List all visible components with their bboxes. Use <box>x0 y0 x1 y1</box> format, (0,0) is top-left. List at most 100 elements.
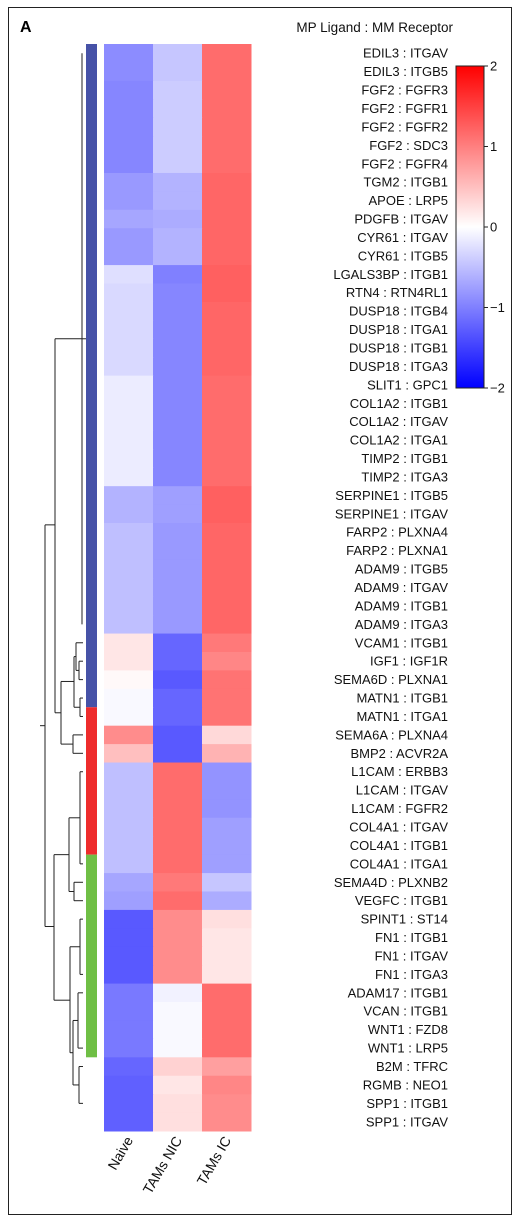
heatmap-cell <box>153 80 203 100</box>
heatmap-cell <box>153 559 203 579</box>
heatmap-cell <box>153 154 203 174</box>
heatmap-cells <box>104 44 252 1132</box>
heatmap-cell <box>153 946 203 966</box>
heatmap-cell <box>153 430 203 450</box>
heatmap-cell <box>153 1094 203 1114</box>
heatmap-cell <box>202 412 252 432</box>
heatmap-cell <box>202 246 252 266</box>
heatmap-cell <box>104 228 154 248</box>
heatmap-cell <box>202 228 252 248</box>
heatmap-cell <box>153 670 203 690</box>
row-label: COL4A1 : ITGAV <box>349 820 448 835</box>
row-label: L1CAM : ITGAV <box>356 783 449 798</box>
row-label: WNT1 : LRP5 <box>368 1041 448 1056</box>
heatmap-cell <box>202 430 252 450</box>
heatmap-cell <box>153 1038 203 1058</box>
heatmap-cell <box>104 670 154 690</box>
row-label: WNT1 : FZD8 <box>368 1022 448 1037</box>
heatmap-cell <box>153 357 203 377</box>
heatmap-cell <box>153 891 203 911</box>
heatmap-cell <box>104 725 154 745</box>
row-label: SERPINE1 : ITGB5 <box>335 488 448 503</box>
heatmap-cell <box>202 62 252 82</box>
colorbar-tick-label: 1 <box>490 139 497 154</box>
row-label: ADAM17 : ITGB1 <box>348 985 448 1000</box>
row-label: SLIT1 : GPC1 <box>367 377 448 392</box>
heatmap-cell <box>104 854 154 874</box>
row-label: SPP1 : ITGAV <box>366 1114 448 1129</box>
cluster-bar <box>86 44 97 1058</box>
row-label: CYR61 : ITGAV <box>357 230 448 245</box>
row-label: SPP1 : ITGB1 <box>366 1096 448 1111</box>
heatmap-cell <box>153 523 203 542</box>
heatmap-cell <box>202 44 252 63</box>
heatmap-cell <box>153 265 203 285</box>
heatmap-cell <box>104 817 154 837</box>
heatmap-cell <box>202 707 252 727</box>
row-label: FN1 : ITGB1 <box>375 930 448 945</box>
heatmap-cell <box>104 836 154 856</box>
heatmap-cell <box>104 928 154 948</box>
heatmap-cell <box>153 320 203 340</box>
heatmap-cell <box>202 1112 252 1132</box>
heatmap-cell <box>104 523 154 542</box>
row-label: COL1A2 : ITGB1 <box>350 396 448 411</box>
row-label: MATN1 : ITGB1 <box>357 691 449 706</box>
heatmap-cell <box>104 117 154 137</box>
column-label: TAMs IC <box>194 1134 235 1188</box>
heatmap-cell <box>202 873 252 892</box>
row-label: VEGFC : ITGB1 <box>355 893 448 908</box>
heatmap-cell <box>153 651 203 671</box>
row-label: LGALS3BP : ITGB1 <box>333 267 448 282</box>
row-label: VCAM1 : ITGB1 <box>355 635 448 650</box>
heatmap-cell <box>153 909 203 929</box>
row-label: FN1 : ITGAV <box>375 948 449 963</box>
heatmap-cell <box>202 394 252 413</box>
heatmap-cell <box>153 486 203 506</box>
heatmap-cell <box>202 965 252 985</box>
heatmap-cell <box>153 615 203 635</box>
row-label: ADAM9 : ITGB1 <box>355 598 448 613</box>
heatmap-cell <box>153 62 203 82</box>
heatmap-cell <box>104 80 154 100</box>
heatmap-cell <box>153 228 203 248</box>
heatmap-cell <box>104 1075 154 1095</box>
heatmap-cell <box>104 762 154 782</box>
heatmap-cell <box>202 320 252 340</box>
header-label: MP Ligand : MM Receptor <box>296 20 453 35</box>
heatmap-cell <box>104 707 154 727</box>
heatmap-cell <box>202 99 252 119</box>
row-label: FGF2 : SDC3 <box>369 138 448 153</box>
colorbar: 2 1 0 −1 −2 <box>455 59 505 396</box>
row-label: FN1 : ITGA3 <box>375 967 448 982</box>
heatmap-cell <box>104 559 154 579</box>
heatmap-cell <box>153 854 203 874</box>
heatmap-cell <box>153 44 203 63</box>
heatmap-cell <box>104 1057 154 1077</box>
heatmap-cell <box>153 467 203 487</box>
heatmap-cell <box>153 117 203 137</box>
heatmap-cell <box>104 209 154 229</box>
heatmap-cell <box>202 486 252 506</box>
row-label: TIMP2 : ITGA3 <box>361 469 448 484</box>
heatmap-cell <box>153 983 203 1003</box>
heatmap-cell <box>153 301 203 321</box>
heatmap-cell <box>104 467 154 487</box>
row-label: FGF2 : FGFR3 <box>361 83 448 98</box>
heatmap-cell <box>202 1038 252 1058</box>
heatmap-cell <box>202 80 252 100</box>
heatmap-cell <box>202 523 252 542</box>
row-label: ADAM9 : ITGA3 <box>355 617 448 632</box>
row-label: SERPINE1 : ITGAV <box>335 506 449 521</box>
row-label: FARP2 : PLXNA4 <box>346 525 448 540</box>
heatmap-cell <box>153 1020 203 1040</box>
heatmap-cell <box>202 780 252 800</box>
heatmap-cell <box>153 412 203 432</box>
heatmap-cell <box>104 191 154 211</box>
heatmap-cell <box>153 1075 203 1095</box>
heatmap-cell <box>202 762 252 782</box>
row-label: CYR61 : ITGB5 <box>358 248 448 263</box>
heatmap-cell <box>153 799 203 819</box>
heatmap-cell <box>202 283 252 303</box>
heatmap-cell <box>202 1057 252 1077</box>
